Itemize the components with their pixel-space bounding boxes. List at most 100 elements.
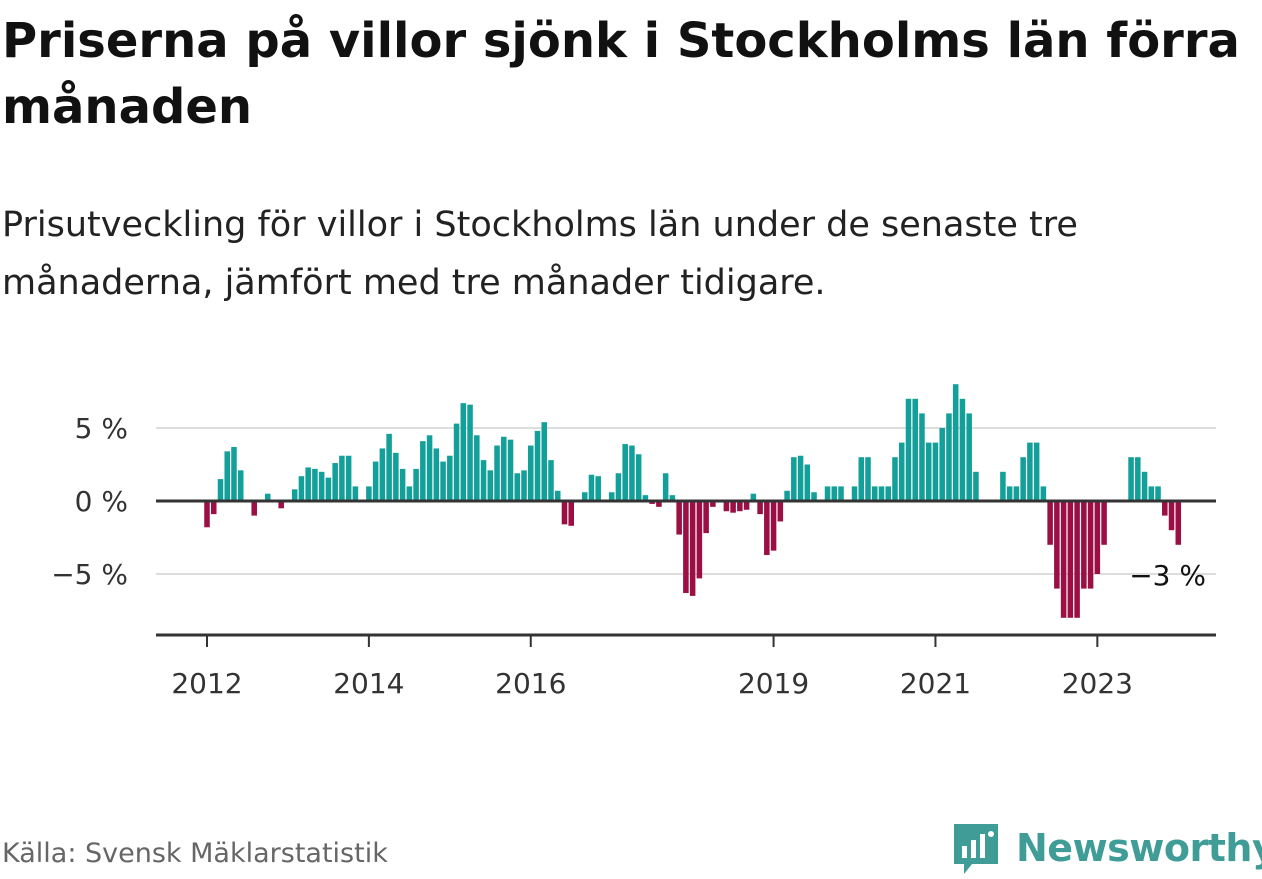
bar — [669, 495, 676, 501]
bar — [696, 501, 703, 579]
bar — [453, 423, 460, 501]
bar — [777, 501, 784, 522]
bar — [231, 446, 237, 501]
bar — [743, 501, 750, 510]
bar — [912, 398, 918, 501]
bar — [1148, 486, 1155, 501]
bar — [1027, 442, 1033, 501]
bar — [730, 501, 736, 513]
x-tick-label: 2023 — [1062, 667, 1133, 700]
bar — [399, 468, 406, 501]
bar — [791, 457, 797, 501]
y-tick-label: 5 % — [75, 412, 128, 445]
bar — [1094, 501, 1101, 574]
bar — [372, 461, 379, 501]
bar — [932, 442, 939, 501]
bar — [527, 445, 534, 501]
bar — [1162, 501, 1168, 516]
bar — [298, 476, 305, 501]
bar — [871, 486, 878, 501]
last-value-label: −3 % — [1129, 559, 1206, 592]
bar — [885, 486, 892, 501]
bar — [237, 470, 244, 501]
bar — [622, 444, 628, 501]
bar — [588, 474, 595, 501]
bar — [467, 404, 473, 501]
bar — [973, 471, 979, 501]
bar — [831, 486, 838, 501]
bar — [1040, 486, 1047, 501]
bar — [838, 486, 844, 501]
bar — [946, 413, 952, 501]
bar — [737, 501, 743, 512]
brand-logo[interactable]: Newsworthy — [950, 820, 1262, 876]
axis-layer: 5 % 0 % −5 % 2012 2014 2016 2019 2021 2023 — [51, 412, 1216, 700]
bar — [1128, 457, 1134, 501]
bar — [757, 501, 763, 515]
bar — [1168, 501, 1175, 531]
bar — [224, 451, 231, 501]
x-tick-label: 2019 — [738, 667, 809, 700]
x-tick-label: 2021 — [900, 667, 971, 700]
bar — [851, 486, 858, 501]
bar — [892, 457, 898, 501]
bar — [878, 486, 885, 501]
bar — [420, 441, 426, 501]
bar — [723, 501, 730, 512]
bar — [939, 428, 945, 501]
bar — [710, 501, 716, 507]
bar — [925, 442, 932, 501]
bar — [339, 455, 345, 501]
bar — [393, 452, 399, 501]
bar — [703, 501, 709, 534]
bar — [318, 471, 325, 501]
bar — [305, 467, 311, 501]
bar — [966, 413, 972, 501]
bar — [898, 442, 905, 501]
bar — [952, 384, 959, 501]
bar — [413, 468, 419, 501]
bar — [608, 492, 615, 501]
bar — [345, 455, 352, 501]
x-tick-label: 2014 — [333, 667, 404, 700]
bar — [1175, 501, 1182, 545]
bar — [264, 493, 271, 501]
bar — [1006, 486, 1013, 501]
bar — [480, 460, 487, 501]
bar — [1155, 486, 1161, 501]
bar — [433, 448, 440, 501]
bar — [1067, 501, 1074, 618]
chart-subtitle: Prisutveckling för villor i Stockholms l… — [2, 205, 1078, 303]
bar — [784, 490, 790, 501]
chart-title: Priserna på villor sjönk i Stockholms lä… — [2, 13, 1240, 135]
bar — [656, 501, 662, 507]
bar — [1074, 501, 1080, 618]
bar — [581, 492, 588, 501]
bar — [1135, 457, 1141, 501]
bar — [534, 430, 541, 501]
bar — [487, 470, 494, 501]
bar — [541, 422, 548, 501]
bar — [379, 448, 386, 501]
bar-chart: 5 % 0 % −5 % 2012 2014 2016 2019 2021 2023 −3 % — [51, 384, 1216, 700]
bar — [251, 501, 257, 516]
bar — [1020, 457, 1026, 501]
bar — [824, 486, 831, 501]
bar — [811, 492, 817, 501]
bar — [460, 403, 467, 501]
bar — [797, 455, 804, 501]
bar — [1047, 501, 1053, 545]
bar — [865, 457, 871, 501]
bar — [521, 470, 527, 501]
bar — [1033, 442, 1040, 501]
bar — [1013, 486, 1020, 501]
bar — [1000, 471, 1006, 501]
bar — [554, 490, 561, 501]
bar — [325, 477, 332, 501]
x-tick-label: 2012 — [171, 667, 242, 700]
bar — [447, 455, 453, 501]
bar — [1101, 501, 1107, 545]
bar — [514, 473, 521, 501]
bar — [278, 501, 284, 509]
x-tick-label: 2016 — [495, 667, 566, 700]
